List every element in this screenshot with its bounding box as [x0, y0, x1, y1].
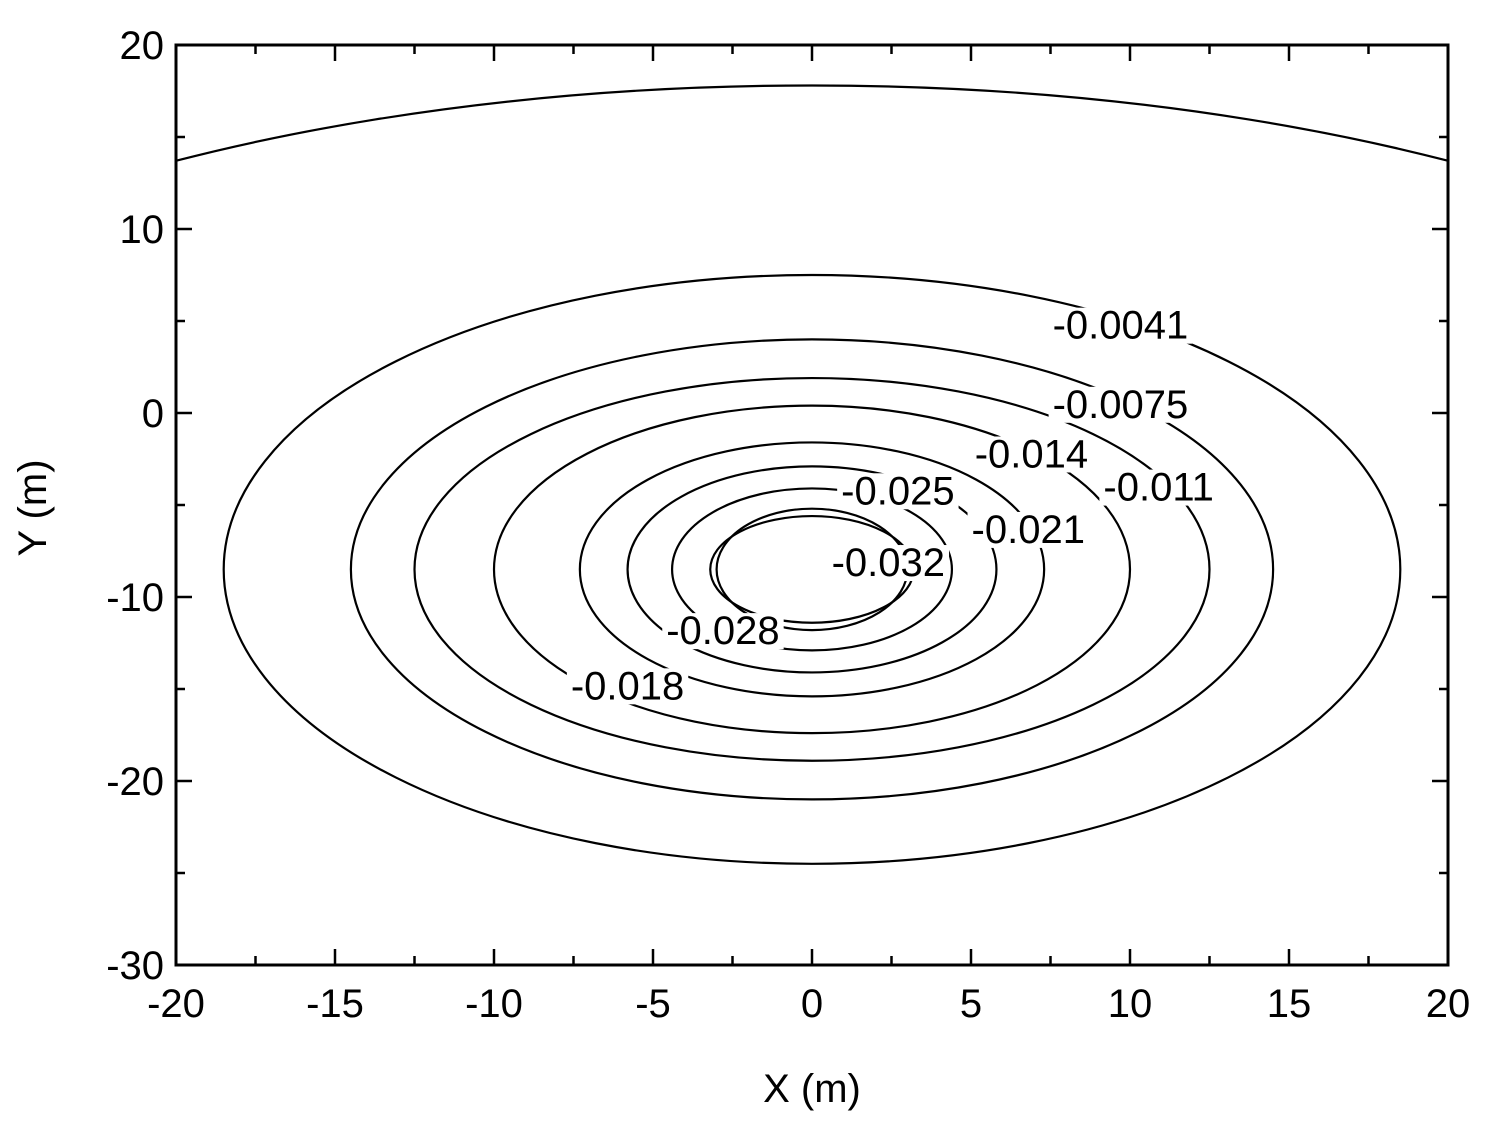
x-tick-label: 5: [960, 982, 982, 1026]
y-axis-ticks: -30 -20 -10 0 10 20: [106, 24, 1448, 988]
contour-label-5: -0.018: [571, 664, 684, 708]
x-tick-label: 20: [1426, 982, 1471, 1026]
y-tick-label: 0: [142, 392, 164, 436]
x-tick-label: -20: [147, 982, 205, 1026]
y-tick-label: -10: [106, 576, 164, 620]
contour-label-2: -0.0075: [1053, 383, 1189, 427]
contour-label-bg-5: [566, 668, 689, 705]
contour-line-3: [413, 376, 1211, 762]
y-axis-label: Y (m): [11, 459, 55, 556]
x-tick-label: 10: [1108, 982, 1153, 1026]
contour-label-3: -0.011: [1103, 466, 1213, 510]
contour-label-bg-8: [662, 613, 784, 650]
contour-line-7: [670, 487, 954, 652]
y-tick-label: -30: [106, 944, 164, 988]
contour-label-bg-1: [1048, 307, 1193, 344]
contour-label-bg-3: [1099, 469, 1218, 506]
x-axis-label: X (m): [763, 1067, 861, 1111]
x-tick-label: 0: [801, 982, 823, 1026]
contour-line-5: [578, 441, 1046, 698]
x-tick-label: -5: [635, 982, 671, 1026]
contour-line-2: [349, 338, 1275, 801]
x-tick-label: -15: [306, 982, 364, 1026]
contour-line-4: [492, 404, 1132, 735]
contour-label-bg-4: [970, 436, 1093, 473]
contour-line-0: [176, 84, 1448, 163]
contour-label-bg-6: [967, 511, 1089, 548]
contour-label-4: -0.014: [975, 432, 1088, 476]
contour-label-8: -0.028: [666, 609, 779, 653]
y-tick-label: 10: [120, 208, 165, 252]
y-tick-label: -20: [106, 760, 164, 804]
contour-lines: [176, 84, 1448, 865]
x-axis-ticks: -20 -15 -10 -5 0 5 10 15 20: [147, 45, 1470, 1026]
x-tick-label: 15: [1267, 982, 1312, 1026]
contour-line-1: [222, 273, 1402, 865]
contour-label-6: -0.021: [972, 508, 1085, 552]
contour-label-1: -0.0041: [1053, 304, 1189, 348]
contour-labels: -0.0041 -0.0075 -0.011 -0.014 -0.018 -0.021 -0…: [566, 304, 1218, 708]
contour-label-7: -0.025: [841, 469, 954, 513]
contour-label-bg-9: [827, 545, 950, 582]
contour-label-9: -0.032: [832, 541, 945, 585]
contour-label-bg-7: [837, 473, 959, 510]
contour-line-6: [626, 465, 998, 674]
y-tick-label: 20: [120, 24, 165, 68]
contour-label-bg-2: [1048, 386, 1193, 423]
x-tick-label: -10: [465, 982, 523, 1026]
plot-frame: [174, 43, 1450, 967]
